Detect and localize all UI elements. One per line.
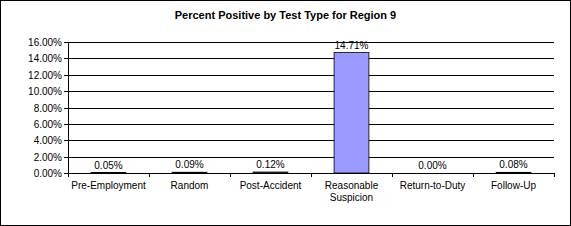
x-tick <box>149 173 150 177</box>
y-tick <box>64 108 68 109</box>
x-tick-label-line: Return-to-Duty <box>400 180 466 191</box>
x-tick <box>554 173 555 177</box>
x-tick-label-line: Post-Accident <box>240 180 302 191</box>
y-tick-label: 6.00% <box>34 119 62 130</box>
grid-line <box>68 75 554 76</box>
y-tick-label: 8.00% <box>34 103 62 114</box>
data-label: 14.71% <box>335 40 369 51</box>
data-label: 0.09% <box>175 159 203 170</box>
x-tick-label: ReasonableSuspicion <box>325 180 379 203</box>
y-tick <box>64 58 68 59</box>
y-tick <box>64 42 68 43</box>
x-tick-label-line: Random <box>171 180 209 191</box>
y-tick <box>64 75 68 76</box>
y-tick <box>64 140 68 141</box>
bar <box>91 172 126 173</box>
y-tick-label: 12.00% <box>28 70 62 81</box>
grid-line <box>68 108 554 109</box>
y-tick-label: 4.00% <box>34 135 62 146</box>
chart-container: Percent Positive by Test Type for Region… <box>0 0 571 226</box>
bar <box>415 173 450 174</box>
grid-line <box>68 124 554 125</box>
bar <box>172 172 207 174</box>
grid-line <box>68 42 554 43</box>
chart-svg: Percent Positive by Test Type for Region… <box>0 0 571 226</box>
data-label: 0.05% <box>94 160 122 171</box>
x-tick <box>311 173 312 177</box>
x-tick-label: Post-Accident <box>240 180 302 191</box>
bar <box>253 172 288 174</box>
bar <box>334 53 369 173</box>
x-tick-label-line: Pre-Employment <box>71 180 146 191</box>
y-tick-label: 14.00% <box>28 53 62 64</box>
x-tick-label: Pre-Employment <box>71 180 146 191</box>
bars <box>91 53 531 173</box>
y-tick-label: 2.00% <box>34 152 62 163</box>
chart-border <box>1 1 571 226</box>
data-label: 0.08% <box>499 159 527 170</box>
y-axis-line <box>68 42 69 173</box>
y-tick <box>64 124 68 125</box>
y-tick <box>64 91 68 92</box>
y-tick-label: 10.00% <box>28 86 62 97</box>
grid-line <box>68 91 554 92</box>
x-tick <box>68 173 69 177</box>
y-tick-label: 16.00% <box>28 37 62 48</box>
x-tick <box>230 173 231 177</box>
grid-line <box>68 157 554 158</box>
grid-line <box>68 140 554 141</box>
data-label: 0.12% <box>256 159 284 170</box>
x-tick <box>473 173 474 177</box>
x-tick-label-line: Reasonable <box>325 180 379 191</box>
y-tick <box>64 157 68 158</box>
data-label: 0.00% <box>418 160 446 171</box>
bar <box>496 172 531 174</box>
x-tick-label: Follow-Up <box>491 180 536 191</box>
chart-title: Percent Positive by Test Type for Region… <box>175 9 396 21</box>
y-tick <box>64 173 68 174</box>
x-tick-label: Random <box>171 180 209 191</box>
grid-line <box>68 58 554 59</box>
x-tick <box>392 173 393 177</box>
x-tick-label: Return-to-Duty <box>400 180 466 191</box>
x-tick-label-line: Suspicion <box>330 192 373 203</box>
x-tick-label-line: Follow-Up <box>491 180 536 191</box>
y-tick-label: 0.00% <box>34 168 62 179</box>
